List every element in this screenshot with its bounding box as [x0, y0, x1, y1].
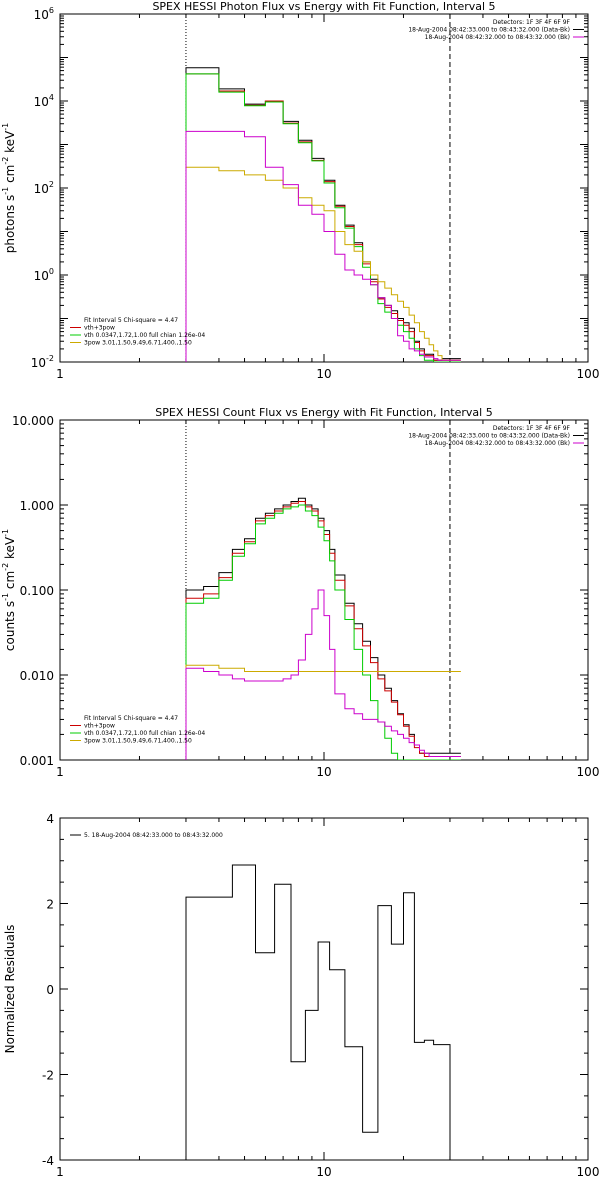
- y-tick-label: -2: [42, 1069, 54, 1083]
- y-tick-label: 0.100: [20, 584, 54, 598]
- legend-text: Detectors: 1F 3F 4F 6F 9F: [493, 425, 571, 432]
- legend-text: 18-Aug-2004 08:42:32.000 to 08:43:32.000…: [425, 34, 570, 41]
- y-tick-label: 10-2: [31, 354, 54, 370]
- y-tick-label: 1.000: [20, 499, 54, 513]
- series-vth-line: [185, 504, 461, 760]
- legend-text: Fit Interval 5 Chi-square = 4.47: [84, 317, 178, 324]
- x-tick-label: 10: [316, 367, 331, 381]
- y-tick-label: 10.000: [12, 414, 54, 428]
- x-tick-label: 1: [56, 367, 64, 381]
- y-tick-label: 0.001: [20, 754, 54, 768]
- x-tick-label: 10: [316, 765, 331, 779]
- y-tick-label: 2: [46, 898, 54, 912]
- x-tick-label: 100: [577, 765, 600, 779]
- legend-text: Fit Interval 5 Chi-square = 4.47: [84, 715, 178, 722]
- y-tick-label: 4: [46, 812, 54, 826]
- chart-title: SPEX HESSI Photon Flux vs Energy with Fi…: [152, 0, 495, 13]
- series-vth-3pow-line: [185, 73, 461, 362]
- y-tick-label: 0.010: [20, 669, 54, 683]
- x-tick-label: 100: [577, 1165, 600, 1179]
- y-tick-label: -4: [42, 1154, 54, 1168]
- legend-text: 3pow 3.01,1.50,9.49,6.71,400.,1.50: [84, 340, 192, 347]
- series-vth-3pow-line: [185, 501, 461, 760]
- series-bk-line: [185, 589, 461, 760]
- legend-text: Detectors: 1F 3F 4F 6F 9F: [493, 19, 571, 26]
- y-tick-label: 100: [34, 267, 54, 283]
- y-axis-label: counts s-1 cm-2 keV-1: [1, 529, 17, 651]
- series-data-bk-line: [185, 67, 461, 362]
- plot-frame: [59, 817, 589, 1161]
- legend-text: 5. 18-Aug-2004 08:42:33.000 to 08:43:32.…: [84, 832, 223, 839]
- series-vth-line: [185, 73, 461, 362]
- legend-text: vth+3pow: [84, 723, 115, 730]
- x-tick-label: 100: [577, 367, 600, 381]
- series-data-bk-line: [185, 497, 461, 760]
- y-tick-label: 102: [34, 180, 54, 196]
- legend-text: 18-Aug-2004 08:42:33.000 to 08:43:32.000…: [408, 27, 570, 34]
- series-3pow-line: [185, 166, 461, 362]
- chart-panel-1: SPEX HESSI Photon Flux vs Energy with Fi…: [1, 0, 599, 381]
- legend-text: vth 0.0347,1.72,1.00 full chian 1.26e-04: [84, 332, 205, 339]
- plot-frame: [59, 13, 589, 363]
- y-tick-label: 106: [34, 6, 54, 22]
- chart-title: SPEX HESSI Count Flux vs Energy with Fit…: [155, 406, 492, 419]
- legend-text: vth+3pow: [84, 325, 115, 332]
- y-axis-label: Normalized Residuals: [3, 925, 17, 1054]
- chart-panel-3: 1 10 100 -4 -2 0 2 4 Normalized Residuals 5. 18-A…: [3, 812, 599, 1179]
- legend-text: 18-Aug-2004 08:42:32.000 to 08:43:32.000…: [425, 440, 570, 447]
- legend-text: 18-Aug-2004 08:42:33.000 to 08:43:32.000…: [408, 433, 570, 440]
- legend-text: 3pow 3.01,1.50,9.49,6.71,400.,1.50: [84, 738, 192, 745]
- x-tick-label: 1: [56, 1165, 64, 1179]
- series-bk-line: [185, 130, 461, 362]
- y-tick-label: 0: [46, 983, 54, 997]
- x-tick-label: 1: [56, 765, 64, 779]
- legend-text: vth 0.0347,1.72,1.00 full chian 1.26e-04: [84, 730, 205, 737]
- y-tick-label: 104: [34, 93, 54, 109]
- y-axis-label: photons s-1 cm-2 keV-1: [1, 123, 17, 254]
- x-tick-label: 10: [316, 1165, 331, 1179]
- series-residuals-line: [185, 864, 451, 1160]
- chart-panel-2: SPEX HESSI Count Flux vs Energy with Fit…: [1, 406, 599, 779]
